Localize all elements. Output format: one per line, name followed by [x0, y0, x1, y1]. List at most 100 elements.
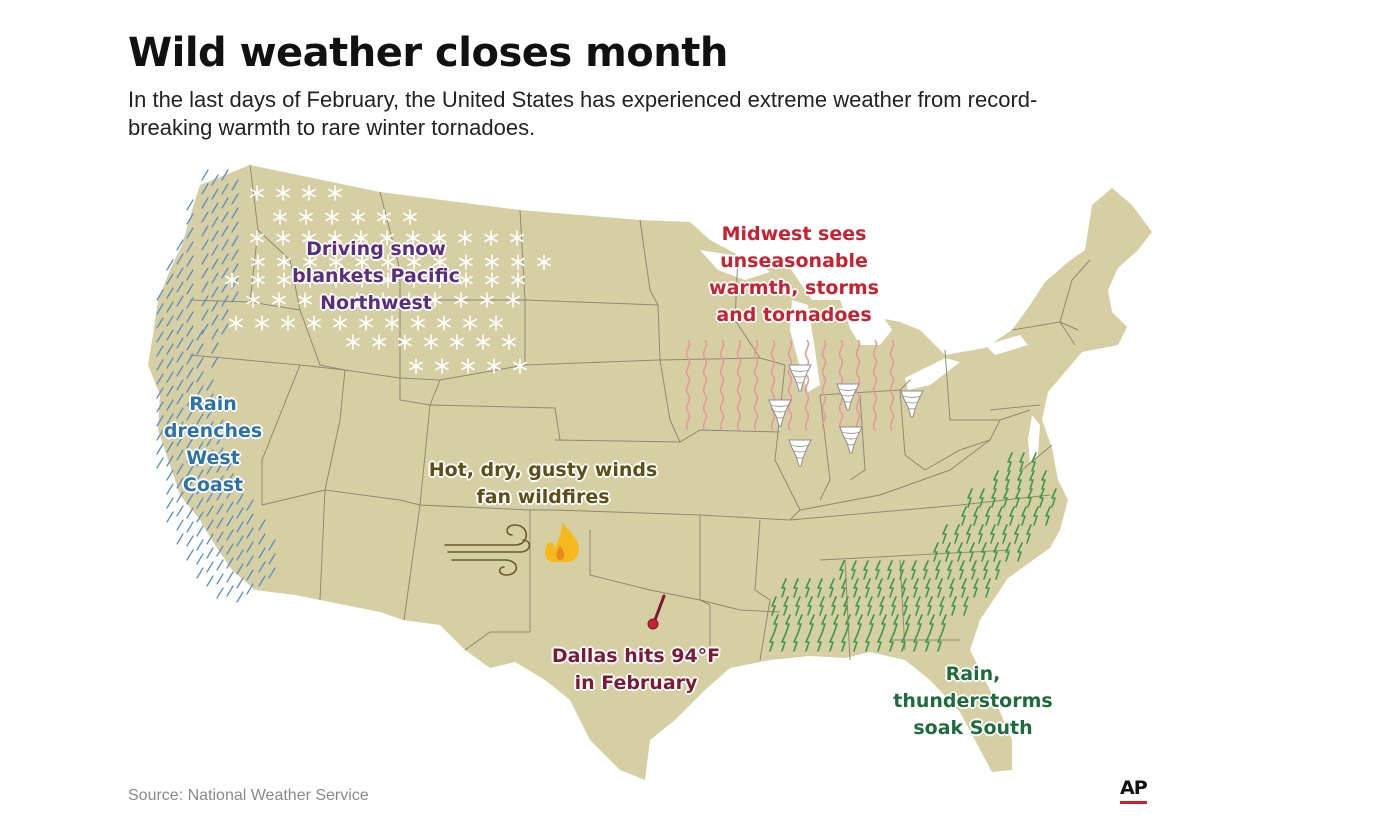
rain-streak-icon: [236, 535, 244, 547]
rain-streak-icon: [206, 519, 214, 531]
rain-streak-icon: [186, 535, 194, 547]
rain-streak-icon: [216, 447, 224, 459]
rain-streak-icon: [221, 323, 229, 335]
rain-streak-icon: [201, 169, 209, 181]
rain-streak-icon: [196, 371, 204, 383]
rain-streak-icon: [166, 399, 174, 411]
rain-streak-icon: [186, 437, 194, 449]
rain-streak-icon: [206, 561, 214, 573]
fire-icon: [544, 522, 579, 563]
rain-streak-icon: [156, 345, 164, 357]
rain-streak-icon: [196, 525, 204, 537]
ap-logo: AP: [1120, 777, 1148, 804]
rain-streak-icon: [201, 211, 209, 223]
rain-streak-icon: [196, 357, 204, 369]
rain-streak-icon: [216, 531, 224, 543]
rain-streak-icon: [211, 174, 219, 186]
wildfire-label-line: fan wildfires: [476, 486, 610, 508]
rain-streak-icon: [186, 241, 194, 253]
rain-streak-icon: [206, 421, 214, 433]
rain-streak-icon: [231, 249, 239, 261]
rain-streak-icon: [206, 463, 214, 475]
rain-streak-icon: [166, 385, 174, 397]
rain-streak-icon: [166, 301, 174, 313]
rain-streak-icon: [166, 511, 174, 523]
rain-streak-icon: [206, 575, 214, 587]
rain-streak-icon: [216, 559, 224, 571]
rain-streak-icon: [176, 365, 184, 377]
rain-streak-icon: [221, 183, 229, 195]
rain-streak-icon: [221, 253, 229, 265]
rain-streak-icon: [196, 427, 204, 439]
snow-label-line: Northwest: [320, 292, 432, 314]
rain-streak-icon: [231, 207, 239, 219]
rain-streak-icon: [176, 309, 184, 321]
rain-streak-icon: [166, 259, 174, 271]
page-title: Wild weather closes month: [128, 30, 728, 76]
rain-streak-icon: [231, 263, 239, 275]
south-label-line: thunderstorms: [893, 690, 1053, 712]
rain-streak-icon: [236, 577, 244, 589]
wildfire-label-line: Hot, dry, gusty winds: [428, 459, 658, 481]
rain-streak-icon: [211, 202, 219, 214]
rain-streak-icon: [196, 539, 204, 551]
rain-streak-icon: [236, 563, 244, 575]
rain-streak-icon: [156, 429, 164, 441]
rain-streak-icon: [186, 409, 194, 421]
rain-streak-icon: [176, 407, 184, 419]
rain-streak-icon: [226, 459, 234, 471]
rain-streak-icon: [221, 309, 229, 321]
rain-streak-icon: [206, 393, 214, 405]
rain-streak-icon: [211, 272, 219, 284]
rain-streak-icon: [166, 469, 174, 481]
rain-streak-icon: [201, 253, 209, 265]
snow-label-line: blankets Pacific: [292, 265, 460, 287]
rain-streak-icon: [166, 357, 174, 369]
rain-streak-icon: [176, 281, 184, 293]
rain-streak-icon: [226, 585, 234, 597]
rain-streak-icon: [221, 211, 229, 223]
rain-streak-icon: [156, 373, 164, 385]
rain-streak-icon: [226, 557, 234, 569]
rain-streak-icon: [201, 225, 209, 237]
rain-streak-icon: [186, 451, 194, 463]
us-land-mass: [148, 165, 1152, 780]
rain-streak-icon: [211, 230, 219, 242]
rain-streak-icon: [221, 239, 229, 251]
rain-streak-icon: [258, 547, 266, 559]
rain-streak-icon: [186, 325, 194, 337]
rain-streak-icon: [246, 555, 254, 567]
rain-streak-icon: [186, 353, 194, 365]
rain-streak-icon: [176, 379, 184, 391]
rain-streak-icon: [196, 511, 204, 523]
rain-streak-icon: [186, 311, 194, 323]
rain-streak-icon: [186, 507, 194, 519]
rain-streak-icon: [216, 587, 224, 599]
rain-streak-icon: [201, 183, 209, 195]
dallas-label: Dallas hits 94°F in February: [538, 643, 734, 697]
rain-streak-icon: [196, 413, 204, 425]
rain-streak-icon: [258, 561, 266, 573]
rain-streak-icon: [268, 553, 276, 565]
rain-streak-icon: [186, 479, 194, 491]
rain-streak-icon: [196, 483, 204, 495]
lake-superior: [700, 250, 770, 280]
rain-streak-icon: [156, 443, 164, 455]
lake-michigan: [790, 300, 820, 392]
rain-streak-icon: [236, 479, 244, 491]
rain-streak-icon: [196, 343, 204, 355]
rain-streak-icon: [196, 329, 204, 341]
rain-streak-icon: [166, 441, 174, 453]
rain-streak-icon: [186, 213, 194, 225]
rain-streak-icon: [176, 421, 184, 433]
dallas-label-line: Dallas hits 94°F: [551, 645, 721, 667]
rain-streak-icon: [176, 295, 184, 307]
rain-streak-icon: [196, 497, 204, 509]
rain-streak-icon: [166, 483, 174, 495]
rain-streak-icon: [186, 269, 194, 281]
rain-streak-icon: [211, 244, 219, 256]
rain-streak-icon: [206, 477, 214, 489]
rain-streak-icon: [258, 575, 266, 587]
rain-streak-icon: [201, 323, 209, 335]
